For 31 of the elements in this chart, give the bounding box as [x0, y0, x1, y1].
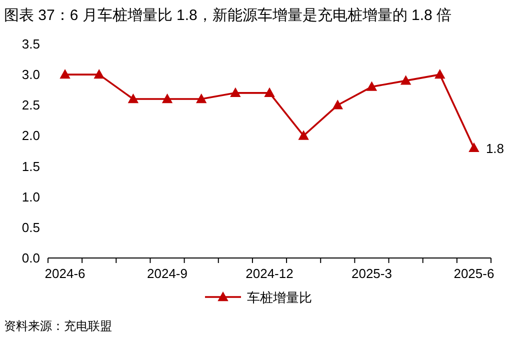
point: [366, 82, 377, 91]
title: 图表 37：6 月车桩增量比 1.8，新能源车增量是充电桩增量的 1.8 倍: [4, 7, 452, 24]
point: [60, 70, 70, 79]
y-tick-label: 2.5: [22, 98, 40, 113]
legend: 车桩增量比: [205, 290, 312, 305]
legend-label: 车桩增量比: [247, 290, 312, 305]
y-tick-label: 1.0: [22, 189, 40, 204]
point: [264, 88, 274, 98]
point: [230, 88, 240, 98]
x-tick-label: 2024-6: [44, 266, 86, 281]
x-tick-label: 2025-6: [454, 266, 494, 281]
point: [162, 94, 172, 104]
y-tick-label: 2.0: [22, 128, 40, 144]
x-tick-label: 2024-9: [147, 266, 188, 281]
data-label: 1.8: [486, 140, 504, 156]
point: [468, 142, 479, 152]
point: [434, 70, 445, 79]
y-tick-label: 3.0: [22, 67, 40, 82]
y-tick-label: 3.5: [22, 36, 40, 52]
y-tick-label: 0.0: [22, 250, 40, 266]
point: [400, 76, 411, 85]
point: [298, 130, 309, 140]
text: 资料来源：充电联盟: [4, 319, 112, 333]
point: [128, 94, 138, 104]
point: [94, 70, 104, 79]
point: [332, 100, 343, 110]
x-tick-label: 2024-12: [246, 266, 294, 281]
point: [196, 94, 206, 104]
y-tick-label: 0.5: [22, 220, 40, 235]
x-tick-label: 2025-3: [351, 266, 392, 281]
y-tick-label: 1.5: [22, 158, 40, 174]
